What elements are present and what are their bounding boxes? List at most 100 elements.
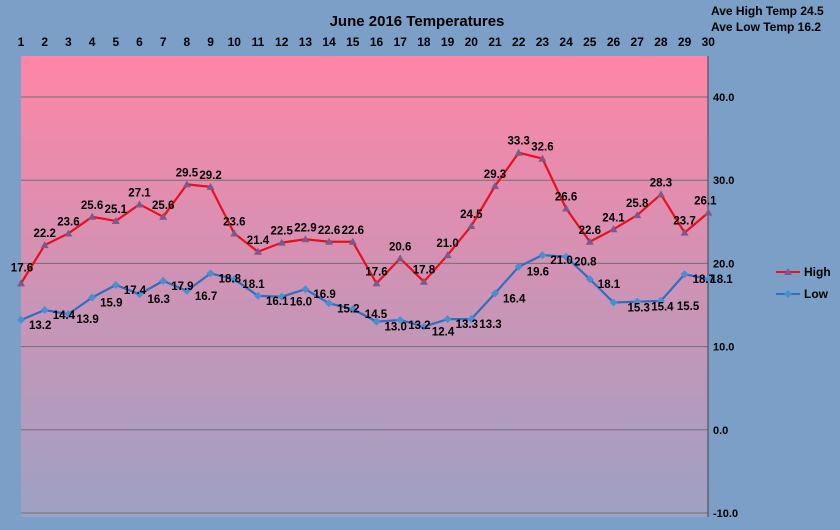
high-data-label: 23.6: [57, 216, 79, 228]
x-tick-label: 16: [370, 35, 384, 49]
low-point: [254, 291, 262, 300]
low-point: [538, 251, 547, 260]
high-point: [159, 212, 168, 220]
high-point: [633, 211, 642, 219]
low-data-label: 16.4: [503, 293, 526, 305]
x-tick-label: 4: [89, 35, 96, 49]
high-data-label: 23.6: [223, 216, 245, 228]
low-data-label: 18.1: [242, 279, 265, 291]
plot-area: [21, 56, 708, 517]
low-data-label: 18.8: [219, 273, 242, 285]
x-tick-label: 28: [654, 35, 668, 49]
low-point: [396, 315, 405, 324]
low-data-label: 18.7: [693, 274, 715, 286]
high-point: [514, 148, 523, 156]
high-data-label: 22.5: [271, 226, 294, 238]
x-tick-label: 20: [465, 35, 479, 49]
high-data-label: 25.6: [81, 200, 103, 212]
high-data-label: 29.2: [199, 170, 221, 182]
high-point: [254, 247, 262, 255]
high-data-label: 22.9: [294, 222, 316, 234]
high-data-label: 32.6: [531, 142, 553, 154]
high-point: [206, 182, 215, 190]
x-tick-label: 15: [346, 35, 360, 49]
low-point: [491, 289, 499, 298]
x-tick-label: 14: [322, 35, 336, 49]
low-data-label: 19.6: [527, 267, 549, 279]
low-point: [585, 275, 594, 284]
x-tick-label: 22: [512, 35, 526, 49]
x-tick-label: 3: [65, 35, 72, 49]
low-point: [135, 290, 144, 299]
high-point: [64, 229, 73, 237]
low-data-label: 15.5: [677, 301, 700, 313]
low-point: [88, 293, 97, 302]
low-point: [64, 310, 73, 319]
low-point: [419, 322, 428, 331]
low-data-label: 14.4: [53, 310, 76, 322]
x-tick-label: 29: [678, 35, 692, 49]
high-point: [111, 216, 120, 224]
high-data-label: 22.6: [342, 225, 364, 237]
low-data-label: 12.4: [432, 327, 455, 339]
legend: High Low: [776, 265, 831, 301]
high-data-label: 24.5: [460, 209, 483, 221]
low-point: [17, 315, 25, 324]
low-point: [159, 276, 168, 285]
x-tick-label: 8: [184, 35, 191, 49]
x-tick-label: 18: [417, 35, 431, 49]
y-tick-label: 10.0: [713, 342, 734, 354]
low-point: [325, 299, 334, 308]
high-point: [372, 279, 381, 287]
high-data-label: 25.6: [152, 200, 174, 212]
high-data-label: 20.6: [389, 241, 411, 253]
low-data-label: 15.4: [651, 302, 674, 314]
low-data-label: 14.5: [365, 309, 388, 321]
low-point: [562, 252, 571, 261]
data-labels: 17.622.223.625.6 25.127.125.629.5 29.223.6…: [11, 136, 733, 339]
low-data-label: 17.9: [171, 281, 193, 293]
x-tick-label: 11: [252, 35, 265, 49]
high-data-label: 27.1: [128, 187, 151, 199]
high-data-label: 22.6: [579, 225, 601, 237]
high-point: [609, 225, 618, 233]
low-point: [40, 305, 49, 314]
high-data-label: 17.8: [413, 265, 436, 277]
low-point: [704, 275, 713, 284]
high-data-label: 21.4: [247, 235, 270, 247]
low-point: [656, 296, 665, 305]
low-point: [609, 298, 618, 307]
low-data-label: 16.0: [290, 297, 312, 309]
high-data-label: 22.2: [34, 228, 56, 240]
low-data-label: 18.1: [598, 279, 621, 291]
high-point: [443, 251, 452, 259]
x-tick-label: 2: [41, 35, 48, 49]
x-tick-label: 1: [18, 35, 25, 49]
low-point: [348, 305, 357, 314]
high-data-label: 26.6: [555, 191, 577, 203]
low-data-label: 16.1: [266, 296, 289, 308]
y-tick-label: 0.0: [713, 425, 728, 437]
ave-high-annotation: Ave High Temp 24.5: [711, 4, 824, 18]
high-point: [348, 237, 357, 245]
low-data-label: 13.9: [76, 314, 98, 326]
low-point: [182, 286, 191, 295]
low-data-label: 16.7: [195, 291, 217, 303]
low-point: [633, 297, 642, 306]
high-point: [182, 180, 191, 188]
x-tick-label: 9: [207, 35, 214, 49]
low-data-label: 13.3: [456, 319, 478, 331]
y-tick-label: -10.0: [713, 508, 738, 520]
high-data-label: 23.7: [673, 216, 695, 228]
x-axis-ticks: 1 2 3 4 5 6 7 8 9 10 11 12 13 14 15 16 17 18 19 20 21 22 23 24 2…: [18, 35, 716, 49]
x-tick-label: 21: [488, 35, 502, 49]
high-data-label: 28.3: [650, 177, 672, 189]
high-point: [680, 228, 689, 236]
low-point: [443, 315, 452, 324]
high-point: [396, 254, 405, 262]
high-point: [230, 229, 239, 237]
x-tick-label: 13: [299, 35, 313, 49]
x-tick-label: 24: [559, 35, 573, 49]
x-tick-label: 26: [607, 35, 621, 49]
y-tick-label: 40.0: [713, 92, 734, 104]
